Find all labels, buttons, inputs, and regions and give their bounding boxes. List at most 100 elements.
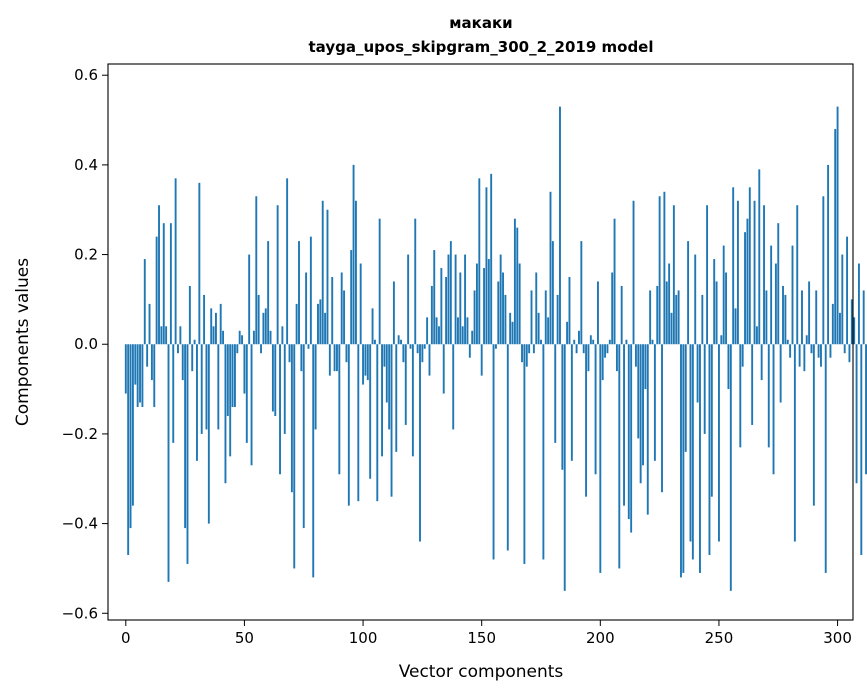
- bar-75: [302, 344, 305, 529]
- bar-47: [236, 344, 239, 354]
- bar-149: [478, 178, 481, 345]
- bar-210: [623, 344, 625, 506]
- bar-188: [570, 344, 573, 461]
- x-tick-label: 50: [235, 629, 254, 647]
- bar-238: [689, 344, 692, 542]
- bar-179: [549, 191, 552, 345]
- bar-40: [219, 303, 222, 345]
- bar-167: [521, 344, 523, 363]
- bar-121: [411, 344, 414, 457]
- bar-133: [440, 268, 443, 345]
- bar-125: [421, 344, 424, 363]
- x-tick-label: 200: [586, 629, 615, 647]
- bar-201: [601, 344, 604, 381]
- bar-95: [350, 250, 353, 345]
- bar-279: [786, 339, 789, 345]
- bar-235: [682, 344, 685, 573]
- bar-1: [127, 344, 130, 555]
- bar-166: [518, 263, 521, 345]
- x-tick-label: 100: [349, 629, 378, 647]
- bar-310: [860, 344, 863, 555]
- bar-170: [528, 344, 531, 354]
- bar-226: [661, 344, 663, 493]
- bar-268: [760, 344, 763, 381]
- bar-17: [165, 326, 168, 345]
- bar-222: [651, 339, 654, 345]
- bar-214: [632, 200, 635, 345]
- bar-211: [625, 339, 628, 345]
- bar-146: [471, 330, 474, 345]
- bar-55: [255, 196, 258, 345]
- bar-187: [568, 276, 571, 345]
- bar-180: [551, 241, 554, 345]
- bar-124: [419, 344, 421, 542]
- bar-71: [293, 344, 296, 569]
- bar-79: [312, 344, 315, 578]
- bar-290: [812, 344, 815, 506]
- bar-81: [317, 303, 319, 345]
- bar-229: [668, 263, 671, 345]
- bar-173: [535, 272, 538, 345]
- y-tick-label: 0.0: [74, 335, 98, 353]
- bar-294: [822, 196, 825, 345]
- x-axis-label: Vector components: [399, 662, 564, 682]
- x-tick-label: 150: [467, 629, 496, 647]
- bar-96: [352, 164, 355, 345]
- bar-163: [511, 321, 514, 345]
- bar-205: [611, 272, 614, 345]
- bar-280: [789, 344, 792, 358]
- bar-298: [831, 303, 834, 345]
- bar-245: [706, 205, 709, 345]
- bar-35: [207, 344, 210, 524]
- bar-207: [615, 344, 618, 372]
- bar-135: [445, 276, 448, 345]
- bar-195: [587, 344, 590, 372]
- bar-62: [271, 344, 274, 412]
- bar-311: [862, 290, 865, 345]
- bar-45: [231, 344, 234, 408]
- bar-152: [485, 187, 488, 345]
- bar-292: [817, 344, 820, 358]
- bar-225: [658, 196, 661, 345]
- bar-103: [369, 344, 372, 479]
- bar-120: [409, 344, 412, 349]
- bar-259: [739, 344, 742, 448]
- bar-297: [829, 344, 832, 358]
- bar-131: [435, 317, 438, 345]
- bar-157: [497, 281, 500, 345]
- bar-190: [575, 344, 578, 354]
- bar-29: [193, 339, 196, 345]
- bar-52: [248, 254, 251, 345]
- bar-301: [839, 312, 841, 345]
- bar-240: [694, 254, 697, 345]
- bar-275: [777, 223, 780, 345]
- bar-112: [390, 344, 393, 497]
- bar-140: [457, 317, 459, 345]
- bar-26: [186, 344, 189, 564]
- bar-7: [141, 344, 144, 408]
- bar-97: [354, 200, 357, 345]
- bar-44: [229, 344, 232, 457]
- bar-0: [124, 344, 127, 394]
- bar-2: [129, 344, 132, 529]
- bar-300: [836, 106, 839, 345]
- bar-274: [774, 263, 777, 345]
- bar-224: [656, 285, 659, 345]
- bar-99: [359, 263, 362, 345]
- bar-194: [585, 344, 588, 497]
- bar-269: [763, 205, 765, 345]
- bar-9: [146, 344, 149, 367]
- bar-118: [404, 344, 407, 425]
- bar-78: [309, 236, 312, 345]
- bar-13: [155, 236, 158, 345]
- bar-177: [544, 290, 547, 345]
- bar-5: [136, 344, 139, 408]
- bar-291: [815, 290, 818, 345]
- bar-57: [260, 344, 262, 354]
- bar-115: [397, 335, 400, 345]
- bar-266: [755, 326, 758, 345]
- bar-185: [563, 344, 566, 591]
- bar-252: [722, 245, 725, 345]
- y-axis-ticks: −0.6 −0.4 −0.2 0.0 0.2 0.4 0.6: [62, 66, 108, 622]
- bar-132: [438, 326, 440, 345]
